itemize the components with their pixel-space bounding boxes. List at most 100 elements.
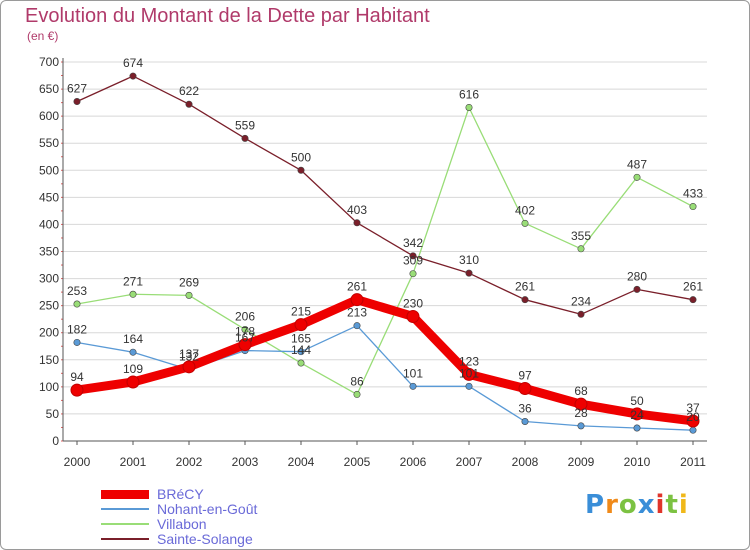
data-point [521,418,529,426]
data-labels: 627 674 622 559 500 403 342 310 261 234 280 261 253 2… [67,56,703,424]
data-label: 622 [179,84,199,98]
x-tick-label: 2009 [568,455,595,469]
data-label: 559 [235,118,255,132]
data-label: 132 [179,350,199,364]
x-tick-label: 2002 [176,455,203,469]
data-point [409,252,417,260]
data-label: 261 [683,280,703,294]
chart-unit: (en €) [27,29,59,43]
data-point [577,422,585,430]
data-label: 269 [179,275,199,289]
data-point [129,290,137,298]
logo-letter: t [665,490,679,520]
y-tick-label: 600 [39,109,59,123]
series-points [70,72,700,434]
y-tick-label: 500 [39,163,59,177]
chart-title: Evolution du Montant de la Dette par Hab… [25,5,430,27]
data-point [73,338,81,346]
x-tick-label: 2000 [64,455,91,469]
y-tick-label: 450 [39,190,59,204]
data-label: 433 [683,187,703,201]
data-label: 101 [403,366,423,380]
data-point [630,407,644,421]
data-label: 261 [515,280,535,294]
x-tick-label: 2003 [232,455,259,469]
data-point [185,100,193,108]
logo-letter: r [605,490,619,520]
x-tick-label: 2007 [456,455,483,469]
data-point [686,414,700,428]
data-label: 37 [686,401,700,415]
y-tick-label: 550 [39,136,59,150]
series-line-3 [76,75,694,315]
y-tick-label: 350 [39,245,59,259]
data-label: 230 [403,296,423,310]
data-label: 309 [403,254,423,268]
legend-swatch [101,538,149,540]
data-label: 144 [291,343,311,357]
data-point [409,270,417,278]
data-label: 178 [235,325,255,339]
data-label: 234 [571,294,591,308]
y-tick-label: 400 [39,217,59,231]
axes [61,58,707,445]
data-label: 500 [291,150,311,164]
data-point [465,103,473,111]
data-label: 402 [515,203,535,217]
data-label: 167 [235,331,255,345]
data-point [297,348,305,356]
legend-label: BRéCY [157,486,204,502]
data-label: 271 [123,274,143,288]
y-tick-label: 300 [39,272,59,286]
data-label: 109 [123,362,143,376]
data-point [294,318,308,332]
logo-letter: i [678,490,689,520]
y-tick-label: 700 [39,55,59,69]
data-point [297,166,305,174]
data-point [297,359,305,367]
logo-letter: i [655,490,666,520]
data-label: 487 [627,157,647,171]
x-tick-label: 2010 [624,455,651,469]
data-point [577,245,585,253]
data-label: 182 [67,322,87,336]
data-point [689,426,697,434]
y-tick-label: 50 [46,407,60,421]
x-tick-label: 2011 [680,455,706,469]
x-tick-label: 2006 [400,455,427,469]
data-point [353,322,361,330]
y-tick-label: 0 [52,434,59,448]
data-point [185,291,193,299]
data-label: 403 [347,203,367,217]
data-point [465,269,473,277]
logo-letter: x [637,490,656,520]
data-label: 261 [347,280,367,294]
data-label: 20 [686,410,700,424]
data-label: 280 [627,269,647,283]
proxiti-logo: Proxiti [585,490,689,520]
data-point [353,390,361,398]
data-point [521,219,529,227]
legend-swatch [101,523,149,525]
series-line-1 [76,325,694,431]
data-label: 50 [630,394,644,408]
data-label: 36 [518,402,532,416]
data-label: 627 [67,82,87,96]
data-label: 355 [571,229,591,243]
data-label: 674 [123,56,143,70]
data-point [465,382,473,390]
x-tick-label: 2008 [512,455,539,469]
x-tick-label: 2004 [288,455,315,469]
data-point [182,360,196,374]
data-label: 253 [67,284,87,298]
series-line-0 [72,295,698,426]
data-label: 215 [291,305,311,319]
data-point [409,382,417,390]
x-tick-label: 2005 [344,455,371,469]
y-tick-label: 250 [39,299,59,313]
data-point [689,203,697,211]
y-tick-label: 650 [39,82,59,96]
data-point [353,219,361,227]
